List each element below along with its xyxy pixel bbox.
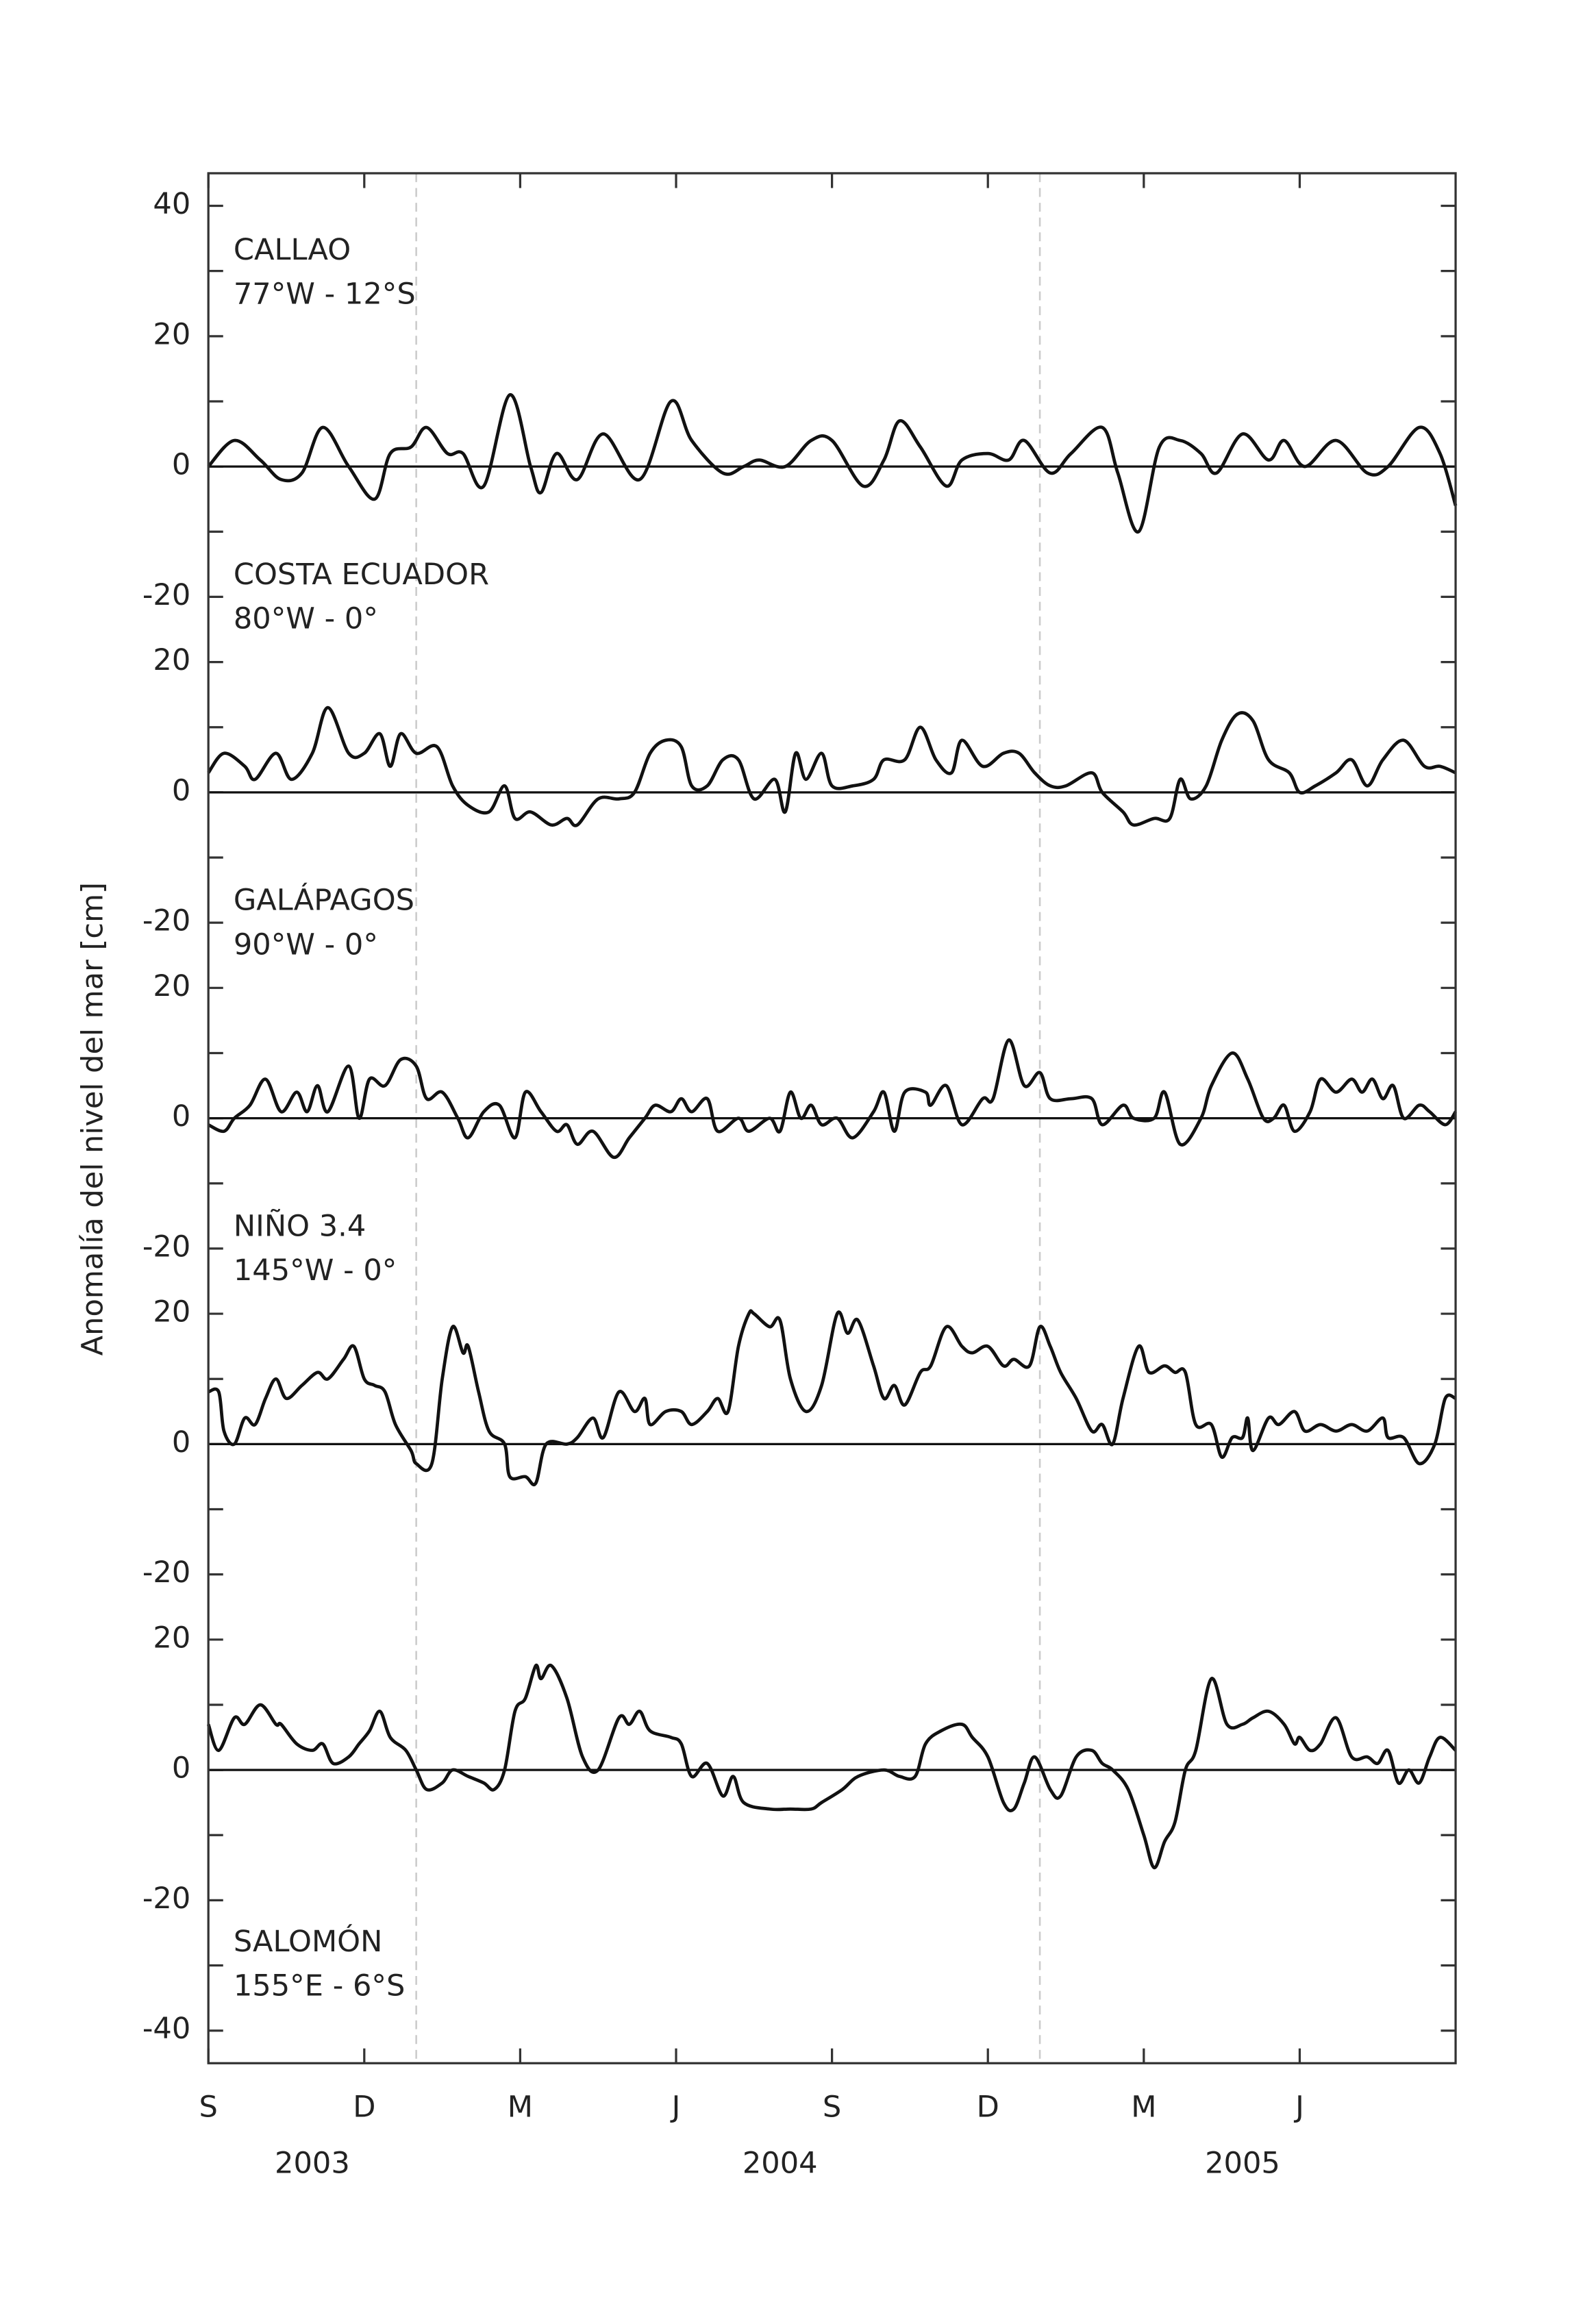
y-tick-label: -20 bbox=[142, 1555, 190, 1590]
panel-name: SALOMÓN bbox=[234, 1924, 383, 1959]
y-tick-label: 0 bbox=[172, 448, 190, 482]
panel-location: 80°W - 0° bbox=[234, 602, 378, 636]
y-tick-label: -20 bbox=[142, 1882, 190, 1916]
series-line bbox=[207, 705, 1457, 827]
panel-name: NIÑO 3.4 bbox=[234, 1208, 366, 1243]
x-tick-label: J bbox=[670, 2090, 681, 2125]
y-tick-label: 20 bbox=[153, 643, 190, 677]
series-line bbox=[207, 393, 1458, 534]
y-tick-label: -40 bbox=[142, 2012, 190, 2046]
year-label: 2004 bbox=[743, 2147, 818, 2181]
panel-name: CALLAO bbox=[234, 233, 351, 267]
y-tick-label: -20 bbox=[142, 1229, 190, 1264]
x-tick-label: D bbox=[977, 2090, 999, 2125]
y-tick-label: -20 bbox=[142, 578, 190, 612]
y-tick-label: 0 bbox=[172, 773, 190, 808]
y-tick-label: 40 bbox=[153, 187, 190, 221]
y-tick-label: 0 bbox=[172, 1751, 190, 1786]
panel-name: COSTA ECUADOR bbox=[234, 558, 489, 592]
x-tick-label: M bbox=[508, 2090, 533, 2125]
series-line bbox=[208, 1309, 1456, 1486]
x-tick-label: S bbox=[823, 2090, 841, 2125]
y-tick-label: -20 bbox=[142, 904, 190, 938]
series-line bbox=[206, 1663, 1457, 1870]
y-tick-label: 0 bbox=[172, 1425, 190, 1460]
panel-location: 90°W - 0° bbox=[234, 927, 378, 962]
x-tick-label: J bbox=[1293, 2090, 1304, 2125]
y-tick-label: 20 bbox=[153, 317, 190, 351]
x-tick-label: M bbox=[1131, 2090, 1156, 2125]
x-tick-label: D bbox=[353, 2090, 375, 2125]
year-label: 2003 bbox=[275, 2147, 350, 2181]
series-line bbox=[208, 1038, 1458, 1160]
panel-location: 145°W - 0° bbox=[234, 1253, 397, 1288]
y-axis-label: Anomalía del nivel del mar [cm] bbox=[76, 882, 110, 1355]
y-tick-label: 20 bbox=[153, 969, 190, 1003]
y-tick-label: 20 bbox=[153, 1295, 190, 1329]
panel-name: GALÁPAGOS bbox=[234, 883, 414, 918]
panel-location: 77°W - 12°S bbox=[234, 277, 416, 312]
panel-location: 155°E - 6°S bbox=[234, 1969, 405, 2003]
y-tick-label: 20 bbox=[153, 1621, 190, 1655]
year-label: 2005 bbox=[1205, 2147, 1280, 2181]
y-tick-label: 0 bbox=[172, 1099, 190, 1134]
x-tick-label: S bbox=[199, 2090, 218, 2125]
plot-frame bbox=[207, 172, 1457, 2064]
